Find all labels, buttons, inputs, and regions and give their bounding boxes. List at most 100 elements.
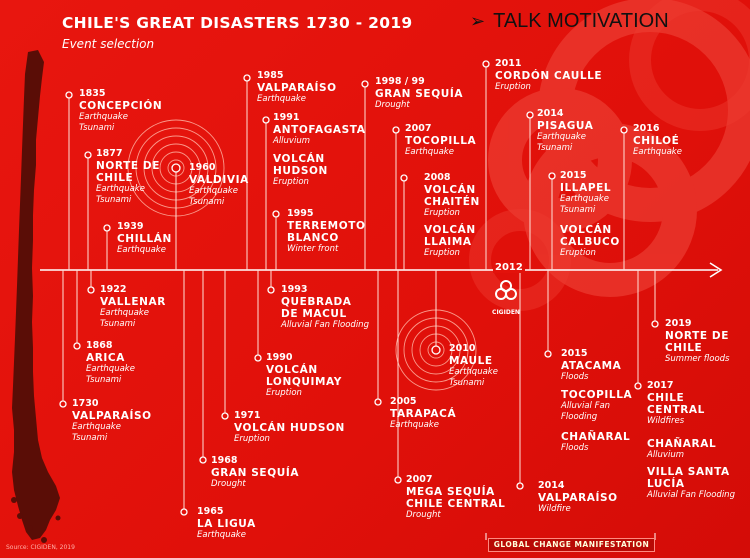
event-type: Winter front [287, 244, 339, 254]
event-1990-volcan-lonquimay: 1990 VOLCÁN LONQUIMAY Eruption [266, 352, 351, 399]
event-2014-pisagua: 2014 PISAGUA Earthquake Tsunami [537, 108, 593, 154]
event-2005-tarapaca: 2005 TARAPACÁ Earthquake [390, 396, 456, 431]
event-type: Tsunami [86, 375, 122, 385]
event-1730-valparaiso: 1730 VALPARAÍSO Earthquake Tsunami [72, 398, 152, 444]
talk-motivation-label: TALK MOTIVATION [493, 10, 669, 32]
event-type: Tsunami [449, 378, 485, 388]
event-type: Alluvial Fan Flooding [561, 401, 611, 422]
event-1939-chillan: 1939 CHILLÁN Earthquake [117, 221, 172, 256]
event-type: Earthquake [189, 186, 238, 196]
event-type: Tsunami [96, 195, 132, 205]
event-place: VOLCÁN CALBUCO [560, 224, 620, 248]
event-place: VALDIVIA [189, 174, 249, 186]
event-type: Alluvial Fan Flooding [281, 320, 369, 330]
event-type: Drought [211, 479, 246, 489]
arrow-right-icon: ➢ [470, 11, 486, 31]
event-2014-valparaiso: 2014 VALPARAÍSO Wildfire [538, 480, 618, 515]
event-year: 1990 [266, 352, 293, 363]
event-1971-volcan-hudson: 1971 VOLCÁN HUDSON Eruption [234, 410, 345, 445]
event-year: 2016 [633, 123, 660, 134]
event-place: VOLCÁN LLAIMA [424, 224, 476, 248]
event-2016-chiloe: 2016 CHILOÉ Earthquake [633, 123, 682, 158]
event-year: 2007 [405, 123, 432, 134]
event-type: Tsunami [560, 205, 596, 215]
event-place: CORDÓN CAULLE [495, 70, 603, 82]
event-type: Drought [375, 100, 410, 110]
event-1991-volcan-hudson: VOLCÁN HUDSON Eruption [273, 153, 353, 188]
cigiden-brand: CIGIDEN [489, 308, 523, 316]
event-year: 2014 [538, 480, 565, 491]
event-place: TERREMOTO BLANCO [287, 220, 366, 244]
event-year: 1965 [197, 506, 224, 517]
event-year: 1868 [86, 340, 113, 351]
event-year: 1960 [189, 162, 216, 173]
event-place: ARICA [86, 352, 125, 364]
event-place: TOCOPILLA [561, 389, 633, 401]
event-type: Earthquake [633, 147, 682, 157]
event-stems [62, 64, 656, 512]
event-type: Earthquake [560, 194, 609, 204]
event-type: Drought [406, 510, 441, 520]
chart-subtitle: Event selection [62, 37, 155, 51]
event-place: NORTE DE CHILE [96, 160, 161, 184]
event-year: 2010 [449, 343, 476, 354]
event-type: Summer floods [665, 354, 730, 364]
event-type: Earthquake [96, 184, 145, 194]
event-2011-cordon-caulle: 2011 CORDÓN CAULLE Eruption [495, 58, 602, 93]
event-place: VOLCÁN HUDSON [234, 422, 345, 434]
event-2015-volcan-calbuco: VOLCÁN CALBUCO Eruption [560, 224, 624, 259]
event-place: CHAÑARAL [647, 438, 717, 450]
event-1991-antofagasta: 1991 ANTOFAGASTA Alluvium [273, 112, 365, 147]
event-year: 1939 [117, 221, 144, 232]
event-2008-volcan-llaima: VOLCÁN LLAIMA Eruption [424, 224, 492, 259]
cigiden-logo [495, 280, 517, 300]
event-2015-tocopilla: TOCOPILLA Alluvial Fan Flooding [561, 389, 633, 423]
event-type: Eruption [234, 434, 270, 444]
event-type: Earthquake [117, 245, 166, 255]
event-year: 2005 [390, 396, 417, 407]
event-year: 1985 [257, 70, 284, 81]
event-place: LA LIGUA [197, 518, 256, 530]
event-place: CHILE CENTRAL [647, 392, 705, 416]
event-place: VOLCÁN HUDSON [273, 153, 328, 177]
event-type: Tsunami [189, 197, 225, 207]
event-type: Earthquake [449, 367, 498, 377]
event-1998-gran-sequia: 1998 / 99 GRAN SEQUÍA Drought [375, 76, 463, 111]
event-1868-arica: 1868 ARICA Earthquake Tsunami [86, 340, 135, 386]
event-type: Wildfire [538, 504, 571, 514]
event-type: Eruption [424, 248, 460, 258]
event-2017-villa-santa-lucia: VILLA SANTA LUCÍA Alluvial Fan Flooding [647, 466, 742, 501]
event-place: MEGA SEQUÍA CHILE CENTRAL [406, 486, 506, 510]
event-2008-volcan-chaiten: 2008 VOLCÁN CHAITÉN Eruption [424, 172, 492, 219]
event-type: Eruption [495, 82, 531, 92]
event-year: 1730 [72, 398, 99, 409]
event-type: Alluvial Fan Flooding [647, 490, 735, 500]
event-1835-concepcion: 1835 CONCEPCIÓN Earthquake Tsunami [79, 88, 162, 134]
global-change-banner: GLOBAL CHANGE MANIFESTATION [488, 538, 655, 552]
event-place: CHAÑARAL [561, 431, 631, 443]
event-type: Eruption [273, 177, 309, 187]
event-year: 1995 [287, 208, 314, 219]
event-place: CONCEPCIÓN [79, 100, 163, 112]
event-type: Tsunami [100, 319, 136, 329]
event-place: VOLCÁN LONQUIMAY [266, 364, 342, 388]
timeline-arrow-icon [709, 262, 723, 278]
event-type: Alluvium [273, 136, 310, 146]
event-place: CHILLÁN [117, 233, 172, 245]
event-year: 2007 [406, 474, 433, 485]
event-place: VALLENAR [100, 296, 166, 308]
event-markers [59, 60, 659, 516]
event-year: 1877 [96, 148, 123, 159]
event-1965-la-ligua: 1965 LA LIGUA Earthquake [197, 506, 256, 541]
event-place: QUEBRADA DE MACUL [281, 296, 352, 320]
event-2007-tocopilla: 2007 TOCOPILLA Earthquake [405, 123, 476, 158]
event-1922-vallenar: 1922 VALLENAR Earthquake Tsunami [100, 284, 166, 330]
event-type: Eruption [424, 208, 460, 218]
event-year: 1968 [211, 455, 238, 466]
event-year: 2015 [561, 348, 588, 359]
event-2017-chile-central: 2017 CHILE CENTRAL Wildfires [647, 380, 742, 427]
event-1993-quebrada-de-macul: 1993 QUEBRADA DE MACUL Alluvial Fan Floo… [281, 284, 371, 331]
